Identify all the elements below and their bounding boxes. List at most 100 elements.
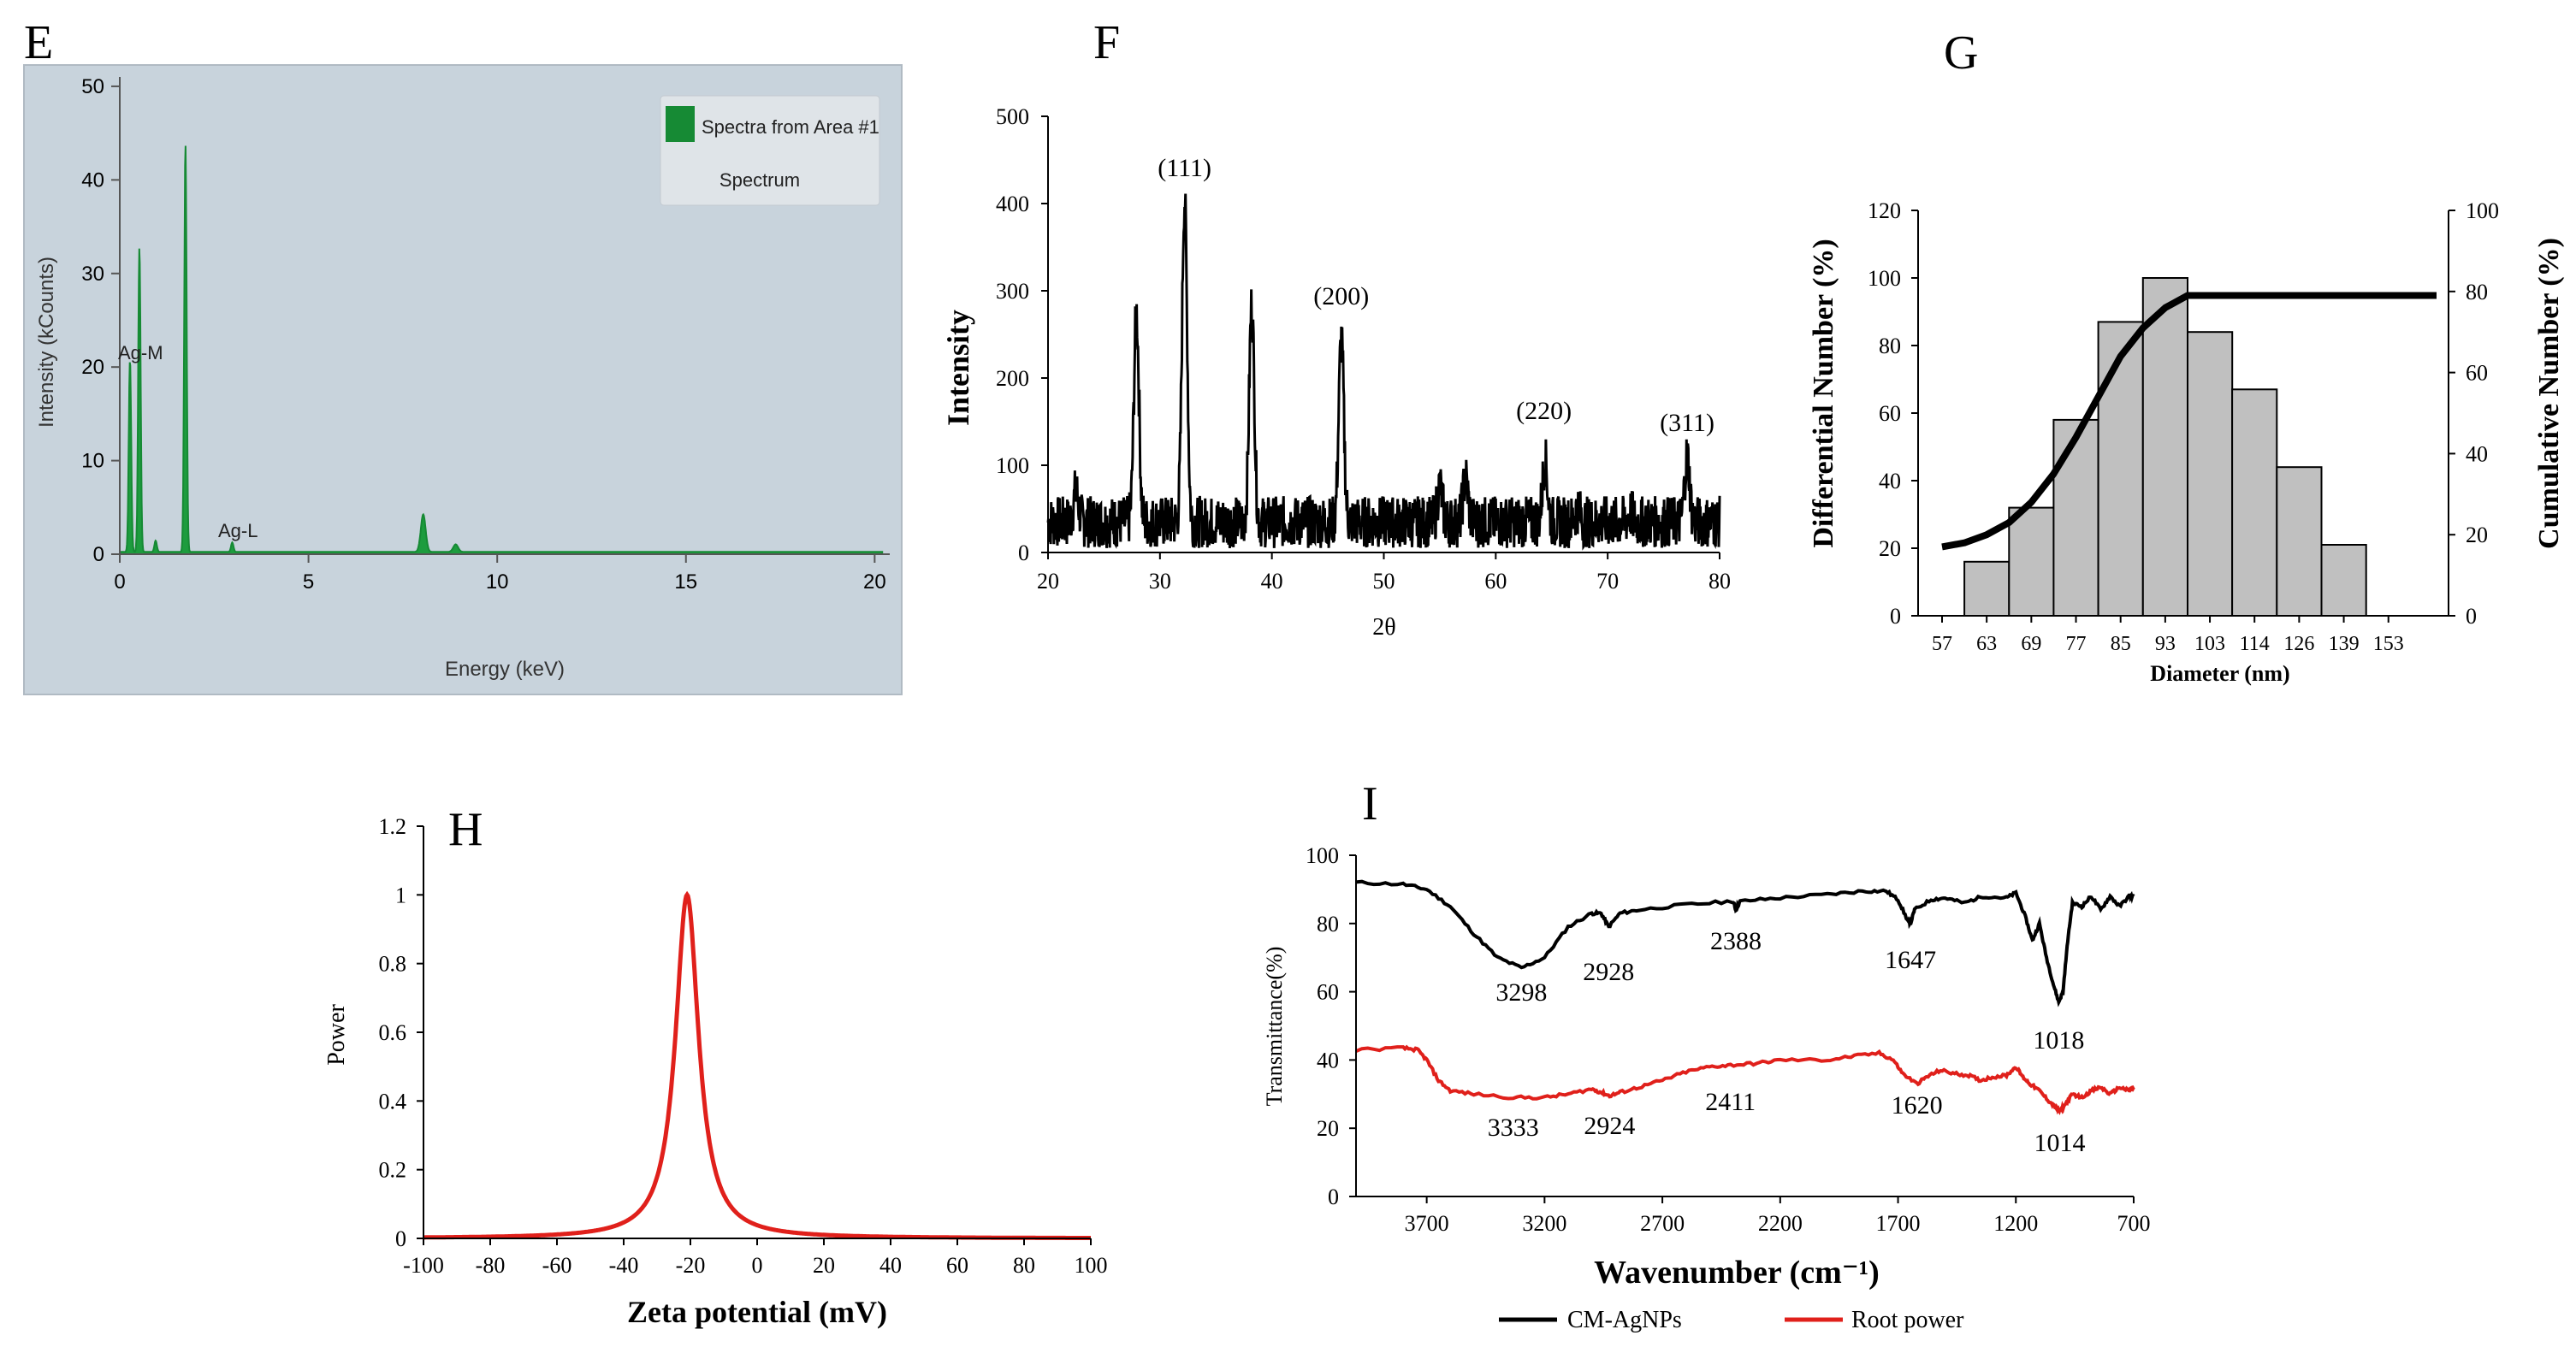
size-right-y-tick-label: 80: [2466, 280, 2488, 304]
ftir-peak-label: 2411: [1705, 1088, 1756, 1116]
zeta-y-tick-label: 1.2: [379, 814, 407, 839]
ftir-x-tick-label: 700: [2117, 1211, 2151, 1236]
eds-y-tick-label: 50: [81, 75, 104, 98]
histogram-bar: [1963, 560, 2010, 617]
panel-i: I 3700 3200 2700 2200 1700 1200 700 0 20 40 60 80 1…: [1262, 777, 2151, 1333]
size-histogram-bars: [1963, 277, 2367, 617]
panel-h-label: H: [448, 803, 483, 856]
ftir-y-tick-label: 0: [1328, 1185, 1339, 1209]
xrd-x-tick-label: 60: [1484, 569, 1507, 594]
ftir-peak-label: 2388: [1710, 927, 1762, 955]
xrd-x-ticks: 20 30 40 50 60 70 80: [1037, 552, 1731, 594]
ftir-y-tick-label: 80: [1317, 912, 1339, 936]
xrd-peak-label: (311): [1660, 409, 1714, 437]
ftir-y-ticks: 0 20 40 60 80 100: [1306, 843, 1356, 1209]
eds-y-axis-label: Intensity (kCounts): [35, 257, 58, 428]
xrd-x-tick-label: 80: [1708, 569, 1731, 594]
size-x-tick-label: 114: [2240, 633, 2270, 655]
xrd-x-tick-label: 40: [1261, 569, 1283, 594]
zeta-x-tick-label: 100: [1075, 1253, 1108, 1278]
ftir-legend-root-power: Root power: [1851, 1307, 1964, 1333]
histogram-bar: [2141, 277, 2189, 617]
eds-x-tick-label: 0: [114, 570, 125, 594]
ftir-x-tick-label: 1200: [1993, 1211, 2038, 1236]
xrd-x-tick-label: 70: [1596, 569, 1619, 594]
zeta-x-tick-label: 60: [946, 1253, 968, 1278]
eds-legend[interactable]: Spectra from Area #1 Spectrum: [660, 95, 880, 206]
xrd-x-tick-label: 50: [1373, 569, 1395, 594]
size-right-y-tick-label: 60: [2466, 361, 2488, 386]
size-left-y-tick-label: 60: [1879, 401, 1901, 426]
zeta-y-tick-label: 0.6: [379, 1020, 407, 1045]
ftir-y-tick-label: 20: [1317, 1116, 1339, 1141]
size-left-y-ticks: 0 20 40 60 80 100 120: [1868, 198, 1918, 629]
ftir-peak-label: 2924: [1584, 1112, 1635, 1140]
size-x-tick-label: 57: [1932, 633, 1952, 655]
panel-g: G 57 63 69 77 85 93 103 114 126 139 153 0 20 40 60 80 1…: [1808, 27, 2565, 686]
xrd-peak-label: (220): [1516, 397, 1572, 425]
ftir-x-tick-label: 3700: [1405, 1211, 1449, 1236]
eds-x-ticks: 0 5 10 15 20: [114, 554, 886, 594]
ftir-legend-cm-agnps: CM-AgNPs: [1567, 1307, 1682, 1333]
zeta-x-tick-label: 40: [879, 1253, 902, 1278]
eds-x-axis-label: Energy (keV): [445, 658, 565, 681]
zeta-x-tick-label: -80: [476, 1253, 506, 1278]
ftir-x-tick-label: 2700: [1640, 1211, 1685, 1236]
size-x-tick-label: 153: [2373, 633, 2404, 655]
eds-x-tick-label: 10: [486, 570, 509, 594]
ftir-peak-label: 1620: [1892, 1091, 1943, 1120]
zeta-x-tick-label: -40: [609, 1253, 639, 1278]
size-x-ticks: 57 63 69 77 85 93 103 114 126 139 153: [1932, 616, 2404, 655]
size-right-y-tick-label: 20: [2466, 523, 2488, 547]
size-left-y-axis-label: Differential Number (%): [1808, 239, 1839, 547]
eds-legend-swatch: [666, 106, 695, 142]
xrd-y-tick-label: 300: [996, 279, 1029, 304]
cumulative-number-line: [1941, 292, 2437, 551]
size-x-tick-label: 63: [1976, 633, 1997, 655]
xrd-y-tick-label: 0: [1018, 541, 1029, 565]
xrd-peak-label: (111): [1158, 154, 1211, 182]
size-right-y-tick-label: 40: [2466, 441, 2488, 466]
size-x-tick-label: 126: [2283, 633, 2314, 655]
size-x-tick-label: 103: [2194, 633, 2225, 655]
ftir-y-tick-label: 60: [1317, 980, 1339, 1005]
size-x-tick-label: 77: [2066, 633, 2087, 655]
size-left-y-tick-label: 120: [1868, 198, 1901, 223]
histogram-bar: [2187, 331, 2234, 617]
eds-x-tick-label: 20: [863, 570, 886, 594]
zeta-x-axis-label: Zeta potential (mV): [627, 1295, 887, 1329]
zeta-potential-line: [423, 890, 1091, 1240]
ftir-legend[interactable]: CM-AgNPs Root power: [1499, 1307, 1964, 1333]
zeta-x-tick-label: 20: [813, 1253, 835, 1278]
histogram-bar: [2008, 506, 2055, 617]
eds-y-tick-label: 40: [81, 168, 104, 192]
size-left-y-tick-label: 100: [1868, 266, 1901, 291]
panel-e: E 0 5 10 15 20 0 10 20 30 40 50 Energy (keV) Inte…: [23, 16, 903, 695]
size-left-y-tick-label: 0: [1890, 604, 1901, 629]
zeta-y-tick-label: 0.2: [379, 1158, 407, 1183]
ftir-peak-label: 2928: [1583, 958, 1634, 986]
size-right-y-axis-label: Cumulative Number (%): [2533, 238, 2565, 549]
eds-legend-entry: Spectrum: [720, 169, 800, 191]
size-x-tick-label: 93: [2155, 633, 2176, 655]
panel-i-label: I: [1362, 777, 1378, 830]
histogram-bar: [2320, 544, 2367, 617]
xrd-peak-label: (200): [1313, 282, 1369, 310]
ftir-root-power-line: [1355, 1044, 2135, 1116]
ftir-x-tick-label: 1700: [1876, 1211, 1921, 1236]
size-left-y-tick-label: 40: [1879, 469, 1901, 493]
xrd-y-tick-label: 100: [996, 453, 1029, 478]
zeta-y-ticks: 0 0.2 0.4 0.6 0.8 1 1.2: [379, 814, 423, 1251]
ftir-x-tick-label: 3200: [1522, 1211, 1566, 1236]
ftir-peak-annotations: 3298 2928 2388 1647 1018 3333 2924 2411 1620 1014: [1488, 927, 2086, 1157]
xrd-x-axis-label: 2θ: [1372, 614, 1395, 641]
ftir-x-tick-label: 2200: [1758, 1211, 1803, 1236]
eds-annotation-ag-m: Ag-M: [118, 342, 163, 363]
panel-h: H -100 -80 -60 -40 -20 0 20 40 60 80 100 0 0.2 0.4 0.…: [323, 803, 1108, 1329]
ftir-peak-label: 3333: [1488, 1114, 1539, 1142]
xrd-peak-labels: (111) (200) (220) (311): [1158, 154, 1714, 437]
panel-e-label: E: [24, 16, 53, 69]
ftir-y-tick-label: 100: [1306, 843, 1339, 868]
